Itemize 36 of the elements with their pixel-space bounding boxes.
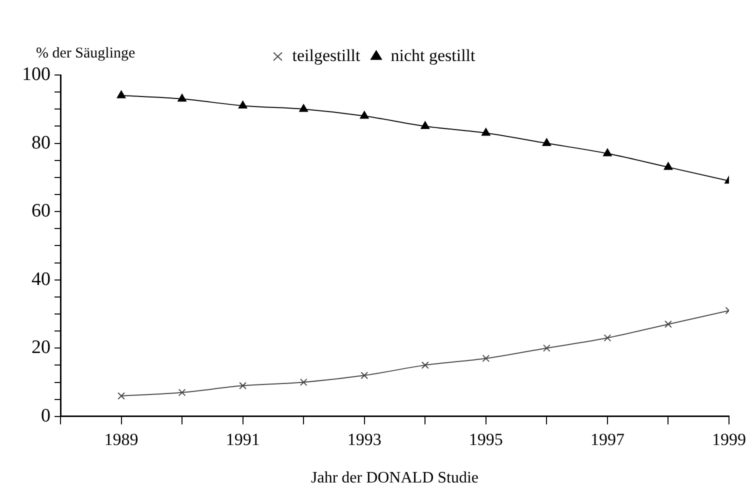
y-tick-label: 100 [22,64,50,85]
point [300,378,308,386]
point [543,344,550,352]
point [542,138,552,146]
x-tick-label: 1989 [104,430,138,450]
x-tick-label: 1991 [226,430,260,450]
point [604,334,612,342]
point [116,90,126,98]
y-axis-title: % der Säuglinge [36,45,136,62]
point [299,104,308,112]
legend-label: teilgestillt [292,46,361,65]
point [420,121,430,129]
point [178,94,186,102]
point [118,392,125,400]
y-tick-label: 0 [41,405,50,426]
point [178,388,186,396]
y-tick-label: 20 [32,337,50,358]
y-tick-label: 80 [32,132,50,154]
x-tick-label: 1995 [468,430,503,450]
point [238,100,248,108]
point [603,148,612,156]
point [360,110,369,119]
point [664,320,672,328]
y-tick-label: 60 [32,200,50,222]
x-tick-label: 1997 [590,430,625,450]
point [482,128,490,136]
point [360,372,368,380]
legend-label: nicht gestillt [390,46,476,65]
y-tick-label: 40 [32,268,50,290]
x-tick-label: 1993 [347,430,382,450]
point [421,362,429,369]
point [482,354,490,362]
x-tick-label: 1999 [712,430,746,450]
point [664,162,673,170]
point [239,382,246,390]
x-axis-title: Jahr der DONALD Studie [310,470,479,487]
